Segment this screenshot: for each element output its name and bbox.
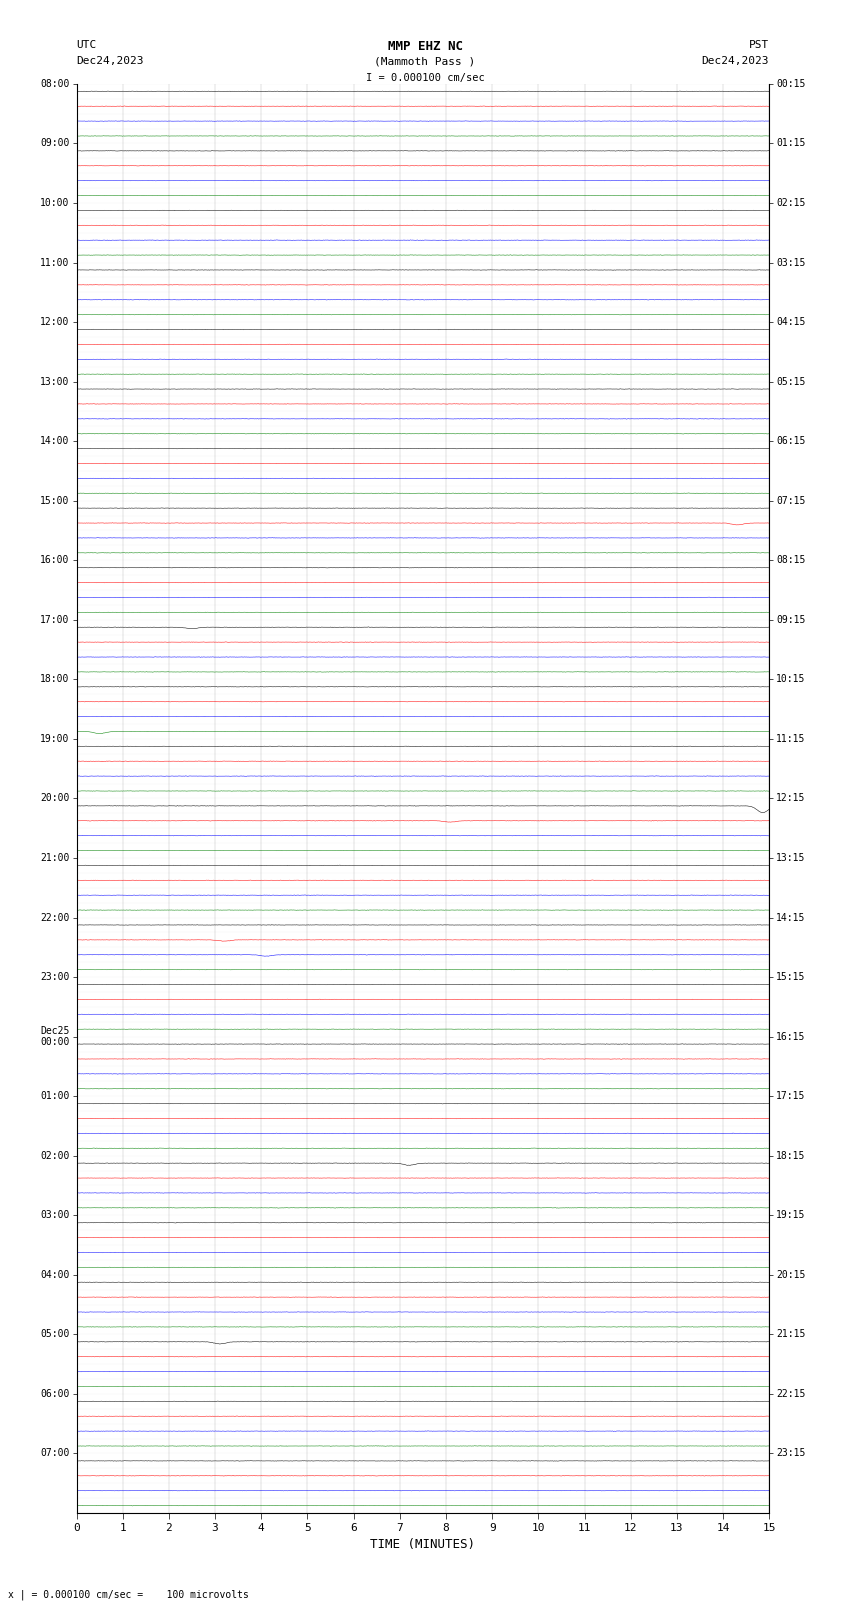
Text: Dec24,2023: Dec24,2023: [702, 56, 769, 66]
Text: UTC: UTC: [76, 40, 97, 50]
Text: Dec24,2023: Dec24,2023: [76, 56, 144, 66]
Text: (Mammoth Pass ): (Mammoth Pass ): [374, 56, 476, 66]
Text: PST: PST: [749, 40, 769, 50]
Text: x | = 0.000100 cm/sec =    100 microvolts: x | = 0.000100 cm/sec = 100 microvolts: [8, 1589, 249, 1600]
Text: MMP EHZ NC: MMP EHZ NC: [388, 40, 462, 53]
X-axis label: TIME (MINUTES): TIME (MINUTES): [371, 1537, 475, 1550]
Text: I = 0.000100 cm/sec: I = 0.000100 cm/sec: [366, 73, 484, 82]
